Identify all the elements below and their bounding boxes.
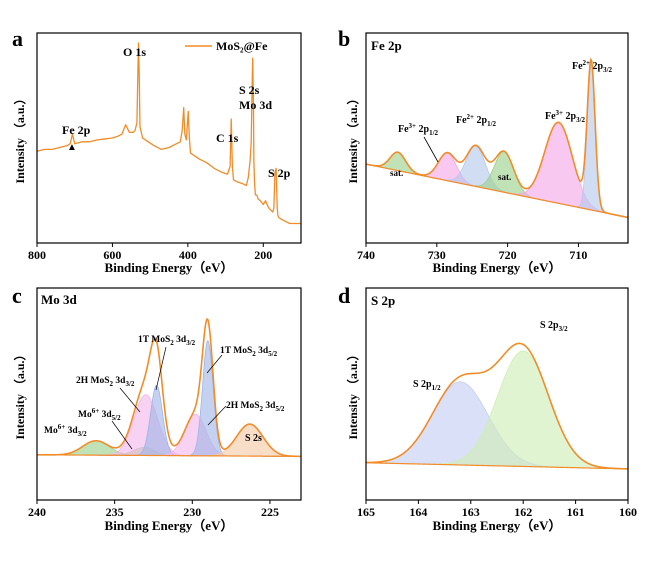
- panel-c-frame: [36, 287, 302, 501]
- series-line-a-0: [36, 42, 301, 225]
- panel-a-plot: 800 600 400 200: [28, 42, 301, 262]
- panel-d-plot: 165 164 163 162 161 160: [357, 342, 637, 519]
- fe2p-label-fe3-2p32: Fe3+ 2p3/2: [545, 109, 586, 124]
- panel-a-frame: [36, 32, 302, 244]
- panel-b-xlabel: Binding Energy（eV）: [433, 260, 562, 275]
- mo3d-label-mo6-3d32: Mo6+ 3d3/2: [44, 423, 87, 438]
- fe2p-label-sat-2: sat.: [498, 172, 511, 182]
- panel-c-title: Mo 3d: [41, 292, 78, 307]
- panel-d-title: S 2p: [371, 293, 395, 308]
- panel-b-frame: [365, 32, 629, 244]
- panel-b-title: Fe 2p: [371, 38, 402, 53]
- x-tick-label-c-0: 240: [28, 505, 46, 519]
- panel-c-xlabel: Binding Energy（eV）: [105, 518, 234, 533]
- peak-label-mo3d: Mo 3d: [239, 98, 272, 112]
- panel-d-s2p: d 165 164 163 162 161 160 S 2p S 2p1/2 S 2p3/…: [338, 283, 637, 533]
- envelope-line-b: [365, 57, 629, 219]
- s2p-label-2p12: S 2p1/2: [413, 379, 441, 392]
- s2p-label-2p32: S 2p3/2: [540, 320, 568, 333]
- peak-label-s2s: S 2s: [239, 83, 260, 97]
- panel-d-frame: [365, 287, 629, 501]
- x-tick-label-a-1: 600: [103, 248, 121, 262]
- mo3d-pointer-2h-3d52: [207, 405, 227, 426]
- panel-b-letter: b: [338, 26, 350, 51]
- x-tick-label-c-2: 230: [183, 505, 201, 519]
- mo3d-label-1t-3d32: 1T MoS2 3d3/2: [138, 335, 196, 347]
- background-line-b: [365, 163, 629, 219]
- panel-d-letter: d: [338, 283, 350, 308]
- x-tick-label-c-1: 235: [106, 505, 124, 519]
- mo3d-pointer-mo6-3d52: [111, 420, 133, 450]
- envelope-line-c: [37, 317, 302, 458]
- mo3d-label-mo6-3d52: Mo6+ 3d5/2: [78, 407, 121, 422]
- fe2p-label-fe2-2p32: Fe2+ 2p3/2: [572, 59, 613, 74]
- peak-label-fe2p: Fe 2p: [62, 123, 91, 137]
- x-tick-label-d-5: 160: [619, 505, 637, 519]
- background-line-d: [365, 462, 629, 470]
- fe2p-pointer-fe3-2p12: [423, 136, 439, 163]
- x-tick-label-b-3: 710: [569, 248, 587, 262]
- fe2p-label-fe3-2p12: Fe3+ 2p1/2: [398, 122, 439, 137]
- peak-label-s2p: S 2p: [268, 166, 291, 180]
- panel-a-survey: a 800 600 400 200 MoS₂@Fe O 1s Fe 2p ▲ C 1s…: [12, 26, 302, 275]
- x-tick-label-d-0: 165: [357, 505, 375, 519]
- mo3d-pointer-1t-3d32: [155, 346, 167, 391]
- fe2p-label-sat-1: sat.: [390, 168, 403, 178]
- panel-c-plot: 240 235 230 225: [28, 317, 302, 519]
- mo3d-label-s2s: S 2s: [245, 433, 262, 444]
- peak-label-c1s: C 1s: [216, 131, 239, 145]
- panel-c-mo3d: c 240 235 230 225 Mo 3d 1T MoS2 3d3/2 2H Mo…: [12, 283, 302, 533]
- panel-a-legend-label: MoS₂@Fe: [216, 39, 268, 53]
- x-tick-label-c-3: 225: [261, 505, 279, 519]
- mo3d-label-1t-3d52: 1T MoS2 3d5/2: [220, 346, 278, 358]
- mo3d-pointer-1t-3d52: [206, 354, 223, 374]
- x-tick-label-a-0: 800: [28, 248, 46, 262]
- x-tick-label-d-2: 163: [462, 505, 480, 519]
- x-tick-label-b-0: 740: [357, 248, 375, 262]
- panel-b-plot: 740 730 720 710: [357, 57, 629, 262]
- x-tick-label-a-3: 200: [254, 248, 272, 262]
- mo3d-label-2h-3d52: 2H MoS2 3d5/2: [226, 401, 285, 413]
- panel-b-ylabel: Intensity （a.u.）: [345, 92, 360, 183]
- panel-d-xlabel: Binding Energy（eV）: [433, 518, 562, 533]
- panel-a-xlabel: Binding Energy（eV）: [105, 260, 234, 275]
- panel-c-ylabel: Intensity （a.u.）: [12, 348, 27, 439]
- panel-c-letter: c: [12, 283, 22, 308]
- mo3d-pointer-2h-3d32: [119, 387, 141, 413]
- x-tick-label-d-1: 164: [409, 505, 427, 519]
- panel-d-ylabel: Intensity （a.u.）: [345, 348, 360, 439]
- x-tick-label-b-2: 720: [499, 248, 517, 262]
- panel-b-fe2p: b 740 730 720 710 Fe 2p sat. Fe3+ 2p1/2 Fe2…: [338, 26, 629, 275]
- envelope-line-d: [365, 342, 629, 470]
- panel-a-letter: a: [12, 26, 23, 51]
- x-tick-label-b-1: 730: [428, 248, 446, 262]
- peak-arrow-fe2p: ▲: [67, 142, 77, 153]
- background-line-c: [37, 454, 301, 457]
- peak-label-o1s: O 1s: [123, 45, 146, 59]
- x-tick-label-a-2: 400: [179, 248, 197, 262]
- panel-a-ylabel: Intensity （a.u.）: [12, 92, 27, 183]
- x-tick-label-d-4: 161: [567, 505, 585, 519]
- fe2p-label-fe2-2p12: Fe2+ 2p1/2: [456, 113, 497, 128]
- mo3d-label-2h-3d32: 2H MoS2 3d3/2: [76, 376, 135, 388]
- x-tick-label-d-3: 162: [514, 505, 532, 519]
